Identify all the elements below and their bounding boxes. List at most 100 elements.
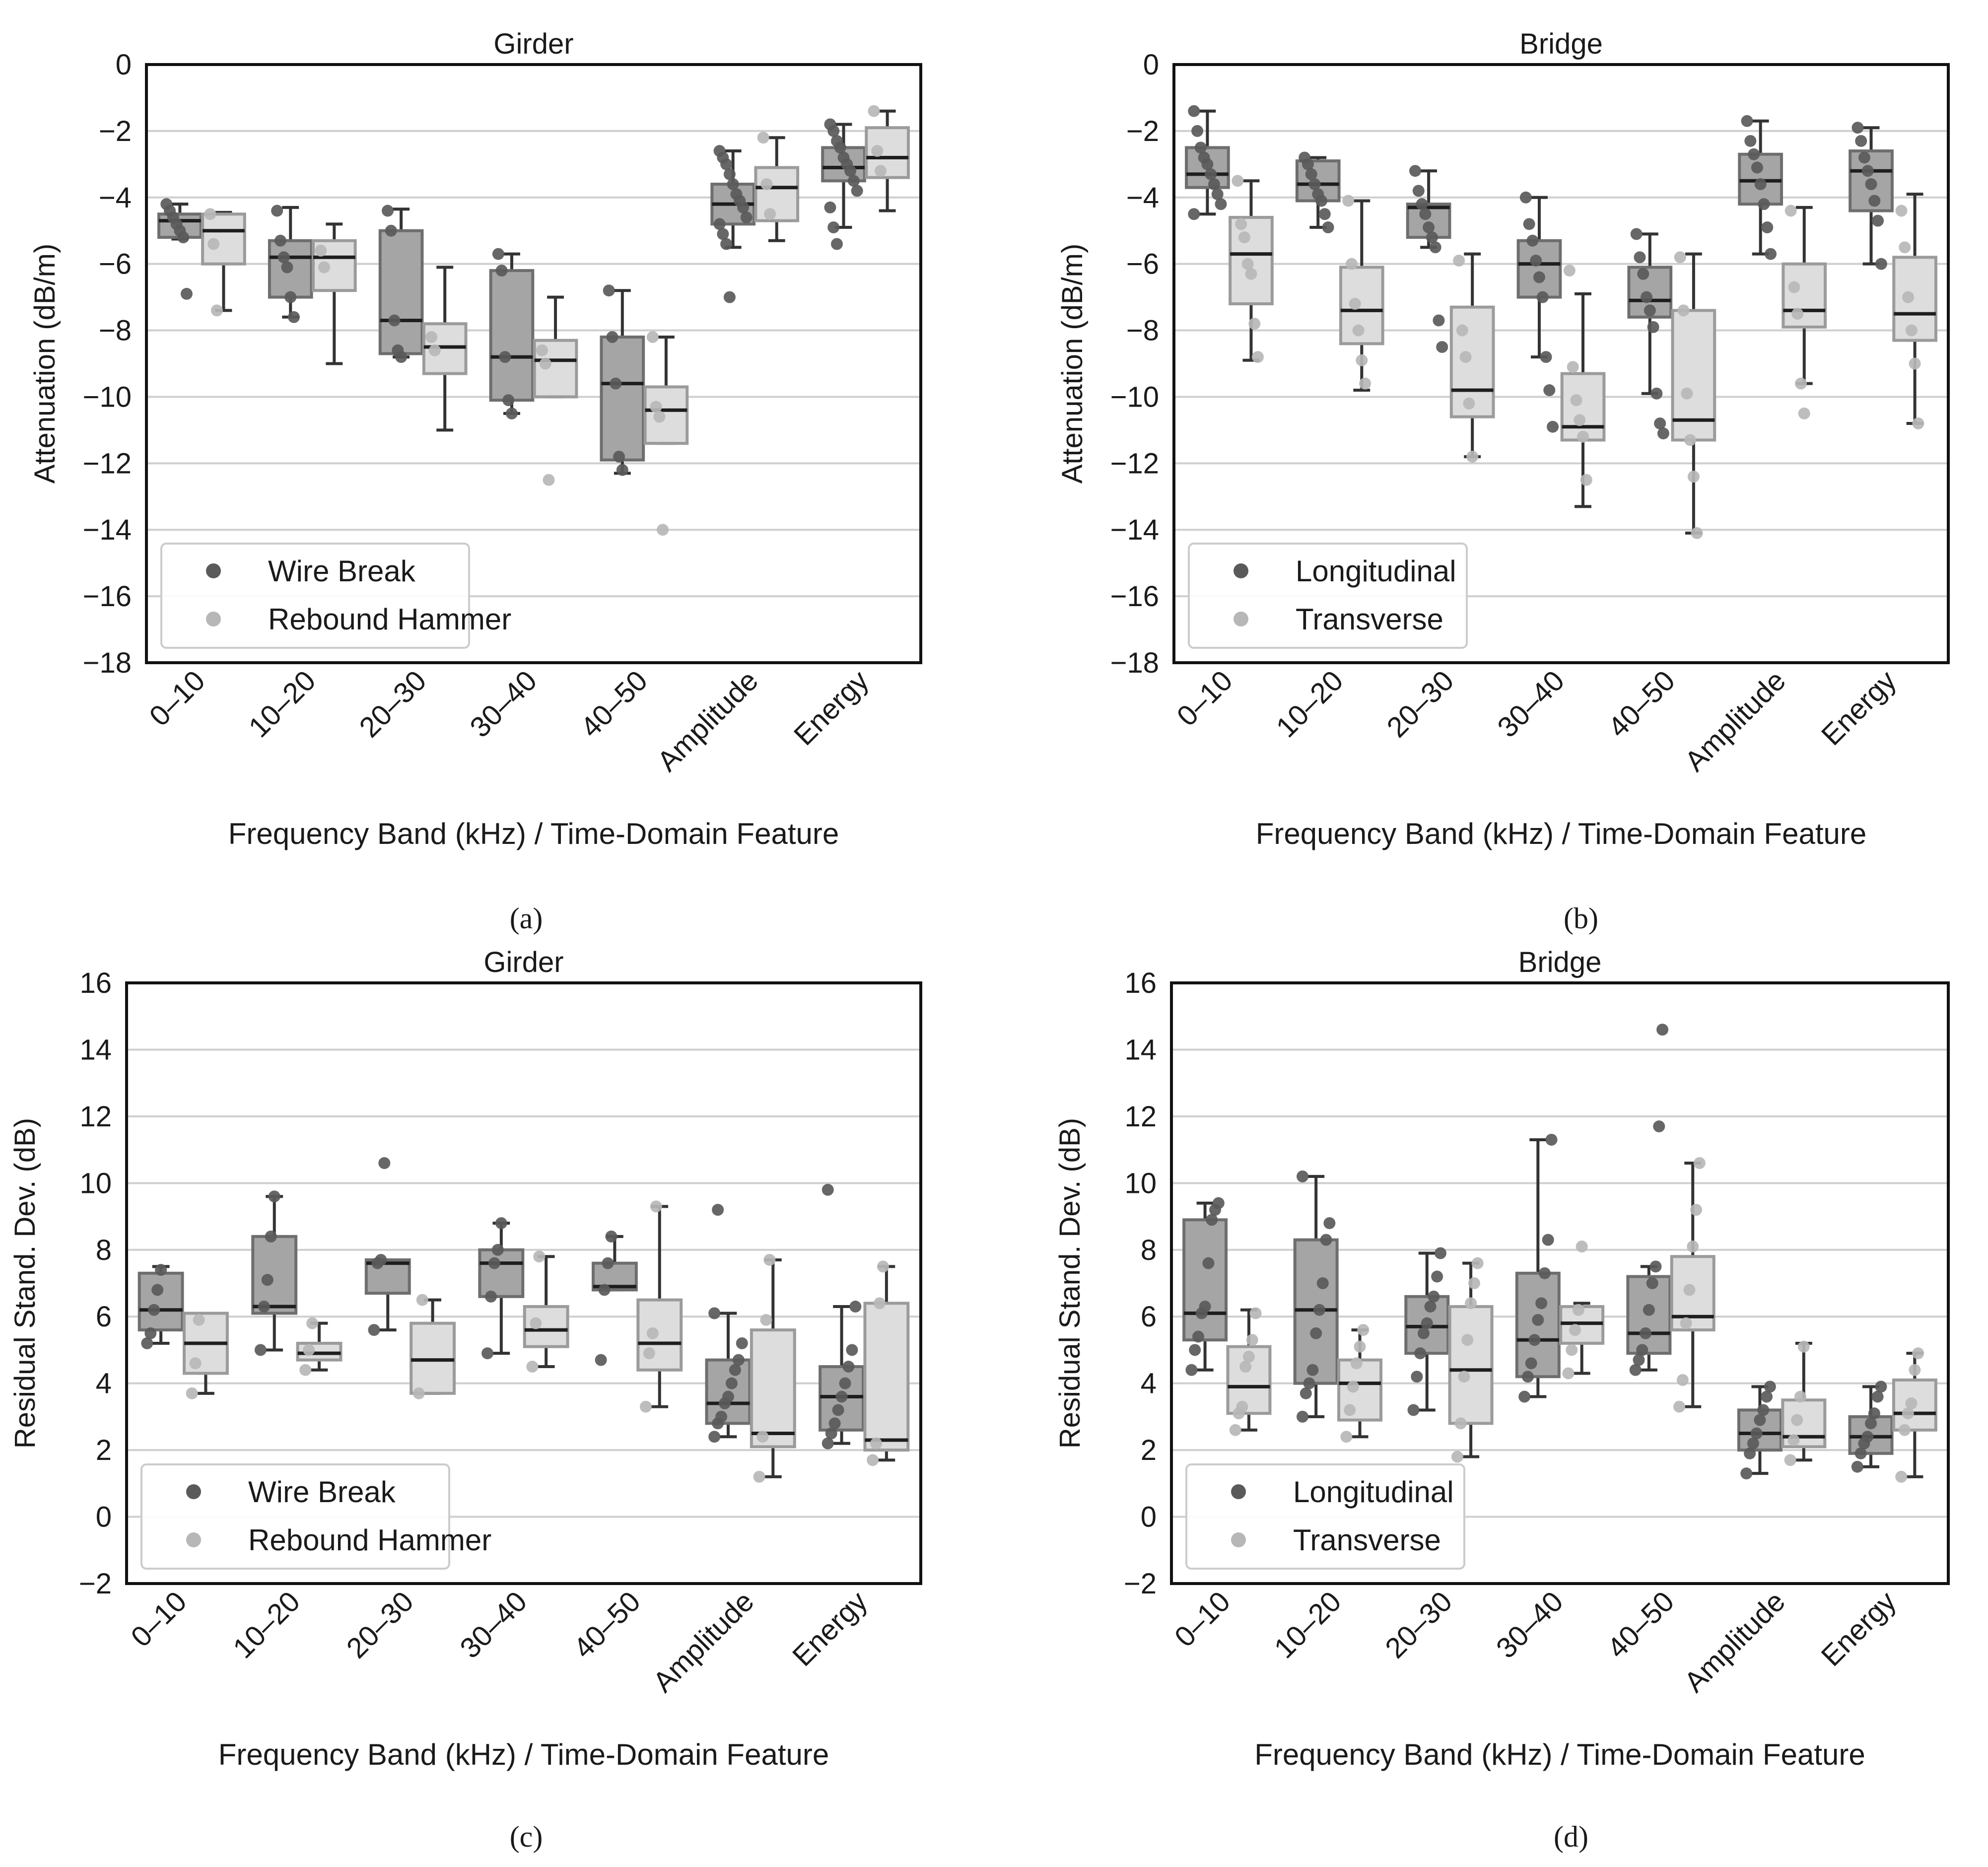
data-point [606,331,618,343]
data-point [1654,417,1666,429]
data-point [1407,1404,1420,1416]
data-point [1454,1417,1467,1430]
box [754,166,800,222]
y-tick-label: 4 [1141,1368,1157,1400]
data-point [639,1400,652,1413]
data-point [835,1390,848,1403]
data-point [875,165,887,177]
data-point [204,208,216,220]
box [1782,262,1827,329]
y-tick-label: −4 [1126,182,1159,214]
legend-marker [206,612,221,626]
y-tick-label: 0 [96,1501,112,1533]
data-point [827,221,840,234]
data-point [1630,228,1643,240]
y-tick-label: 2 [96,1434,112,1466]
data-point [842,1361,855,1373]
data-point [274,234,286,247]
data-point [1861,1431,1874,1443]
y-tick-label: 8 [1141,1234,1157,1266]
x-tick-label: 0–10 [143,664,211,732]
data-point [1764,1381,1776,1393]
data-point [1744,135,1757,147]
data-point [186,1387,198,1399]
axes-frame [1172,63,1950,664]
data-point [1471,1257,1484,1269]
legend: Wire Break Rebound Hammer [140,1463,491,1570]
data-point [1252,351,1264,363]
data-point [1428,1290,1440,1303]
data-point [1239,1361,1252,1373]
y-tick-label: −6 [99,248,132,280]
data-point [1545,1133,1558,1146]
legend-marker [1231,1532,1246,1547]
data-point [822,1437,834,1450]
data-point [830,238,843,250]
data-point [1347,1381,1359,1393]
data-point [1905,324,1918,337]
data-point [650,1200,662,1213]
y-tick-label: 0 [1143,49,1159,81]
data-point [832,1404,844,1416]
data-point [1540,351,1552,363]
data-point [1300,1387,1312,1399]
data-point [1909,357,1921,370]
y-tick-label: −2 [1124,1568,1157,1600]
data-point [1851,122,1864,134]
panel-c: 16 14 12 10 8 6 4 2 0 −2 0–10 10–20 20–30 30–40 40–50 A… [9,946,922,1853]
data-point [1791,1414,1803,1426]
data-point [1854,1447,1867,1459]
data-point [1562,1367,1575,1380]
box [643,385,689,445]
box [1182,1218,1228,1342]
data-point [258,1301,270,1313]
box [378,229,424,355]
data-point [1674,251,1686,264]
data-point [180,287,193,300]
data-point [605,1230,617,1243]
legend-marker [186,1532,201,1547]
data-point [1750,1427,1763,1440]
y-tick-label: −10 [1110,381,1159,413]
data-point [1322,221,1334,234]
data-point [261,1274,274,1286]
data-point [428,344,441,356]
data-point [760,178,773,190]
data-point [1683,1284,1696,1296]
data-point [1741,115,1753,127]
y-tick-label: 4 [96,1368,112,1400]
data-point [1633,1354,1645,1366]
data-point [847,175,860,187]
data-point [1419,208,1432,220]
legend-label: Rebound Hammer [248,1523,491,1557]
data-point [1459,351,1472,363]
x-tick-label: 20–30 [1380,664,1460,744]
data-point [1451,1451,1463,1463]
x-tick-label: 30–40 [464,664,543,744]
data-point [1543,384,1556,397]
data-point [491,1244,504,1256]
data-point [1315,195,1328,207]
y-tick-label: −16 [83,580,132,613]
x-tick-label: 10–20 [227,1585,306,1664]
data-point [1747,1437,1759,1450]
data-point [708,1431,721,1443]
data-point [1245,268,1257,280]
data-point [1458,1371,1470,1383]
x-tick-label: 10–20 [1268,1585,1348,1664]
x-tick-label: Amplitude [1679,664,1792,777]
data-point [536,344,548,356]
series-wire-break [157,118,866,476]
legend-label: Transverse [1296,603,1443,636]
series-wire-break [137,1157,865,1450]
legend-label: Wire Break [248,1475,396,1509]
data-point [1249,1307,1262,1319]
x-tick-label: Energy [788,664,875,752]
data-point [1308,178,1321,190]
data-point [1875,1381,1887,1393]
y-axis-label: Attenuation (dB/m) [1056,244,1089,484]
data-point [1453,254,1465,267]
data-point [1310,1327,1322,1339]
data-point [492,248,504,260]
data-point [1417,1327,1430,1339]
